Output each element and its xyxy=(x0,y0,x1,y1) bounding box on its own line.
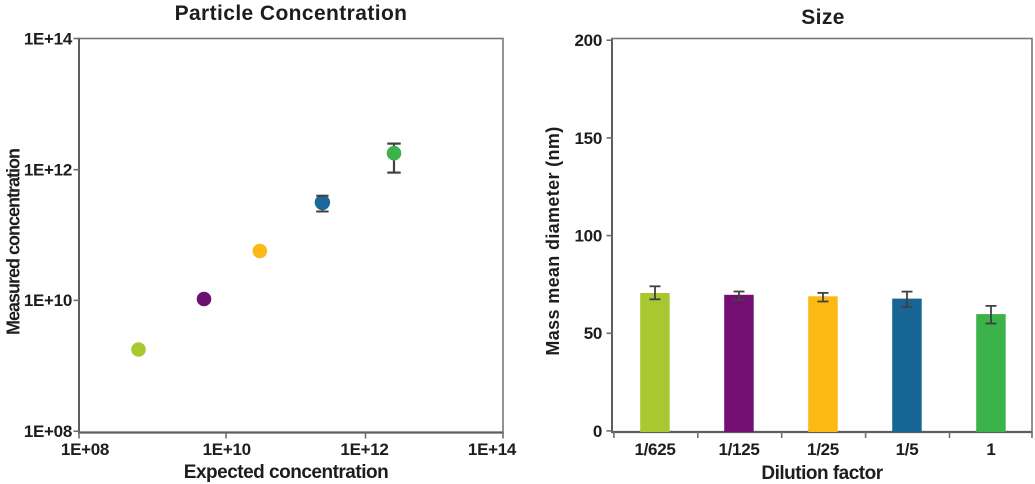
svg-text:100: 100 xyxy=(575,227,602,246)
svg-text:50: 50 xyxy=(584,324,602,343)
svg-text:200: 200 xyxy=(575,31,602,50)
svg-text:1E+08: 1E+08 xyxy=(24,422,72,441)
svg-text:1E+14: 1E+14 xyxy=(24,29,73,48)
svg-text:1E+10: 1E+10 xyxy=(203,440,251,459)
svg-text:Dilution factor: Dilution factor xyxy=(761,463,883,484)
svg-text:150: 150 xyxy=(575,129,602,148)
svg-text:1E+08: 1E+08 xyxy=(61,440,109,459)
svg-text:0: 0 xyxy=(593,422,602,441)
svg-text:1E+12: 1E+12 xyxy=(340,440,388,459)
svg-text:Particle Concentration: Particle Concentration xyxy=(175,2,408,25)
svg-text:1/625: 1/625 xyxy=(634,440,675,459)
svg-text:1E+14: 1E+14 xyxy=(468,440,517,459)
svg-text:1E+12: 1E+12 xyxy=(24,161,72,180)
svg-text:1E+10: 1E+10 xyxy=(24,291,72,310)
svg-text:1/125: 1/125 xyxy=(718,440,759,459)
svg-text:1: 1 xyxy=(986,440,995,459)
svg-text:Mass mean diameter (nm): Mass mean diameter (nm) xyxy=(543,126,563,355)
svg-text:1/25: 1/25 xyxy=(807,440,839,459)
svg-text:Size: Size xyxy=(801,6,845,29)
svg-text:Expected concentration: Expected concentration xyxy=(184,462,388,483)
svg-text:1/5: 1/5 xyxy=(896,440,919,459)
svg-text:Measured concentration: Measured concentration xyxy=(4,149,24,335)
